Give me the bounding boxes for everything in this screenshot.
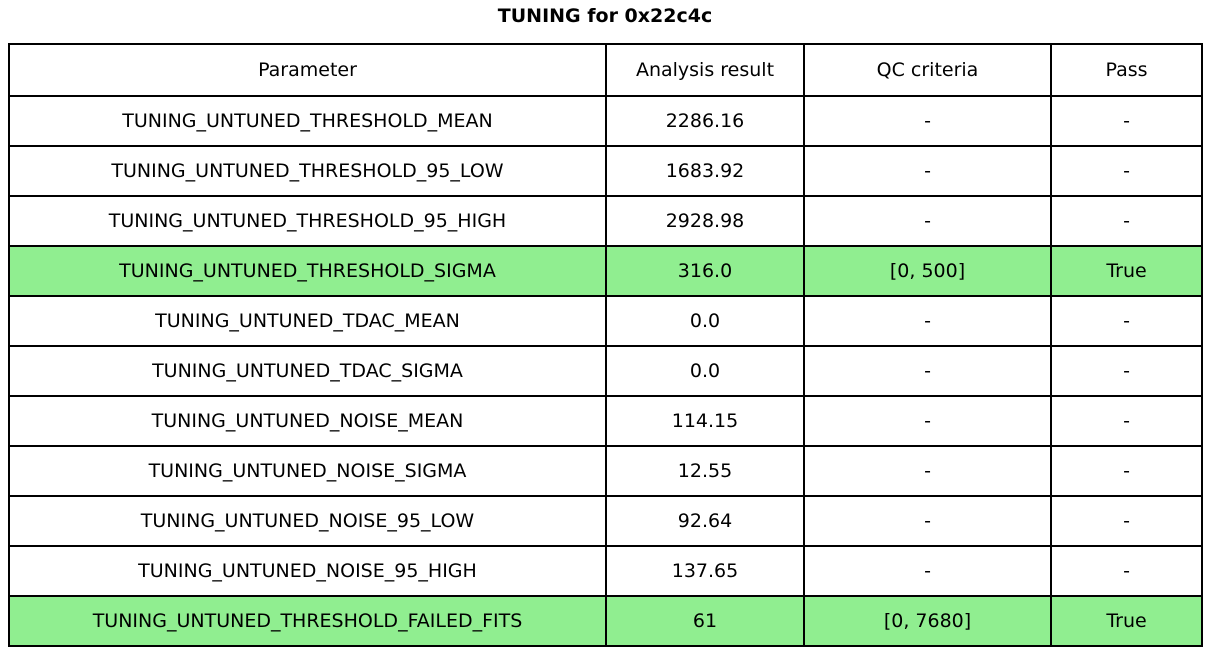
parameter-cell: TUNING_UNTUNED_NOISE_MEAN — [8, 395, 607, 447]
parameter-cell: TUNING_UNTUNED_TDAC_SIGMA — [8, 345, 607, 397]
analysis-result-cell: 92.64 — [605, 495, 805, 547]
qc-table: Parameter Analysis result QC criteria Pa… — [8, 43, 1203, 647]
pass-cell: - — [1050, 145, 1203, 197]
qc-criteria-cell: - — [803, 195, 1052, 247]
analysis-result-cell: 1683.92 — [605, 145, 805, 197]
pass-cell: - — [1050, 345, 1203, 397]
table-body: TUNING_UNTUNED_THRESHOLD_MEAN 2286.16- - TU… — [8, 95, 1203, 647]
qc-criteria-cell: - — [803, 395, 1052, 447]
qc-criteria-cell: - — [803, 95, 1052, 147]
analysis-result-cell: 2286.16 — [605, 95, 805, 147]
analysis-result-cell: 316.0 — [605, 245, 805, 297]
table-row: TUNING_UNTUNED_NOISE_95_LOW 92.64- - — [8, 495, 1203, 547]
pass-cell: True — [1050, 595, 1203, 647]
parameter-cell: TUNING_UNTUNED_THRESHOLD_MEAN — [8, 95, 607, 147]
pass-cell: - — [1050, 395, 1203, 447]
qc-criteria-cell: - — [803, 345, 1052, 397]
parameter-cell: TUNING_UNTUNED_TDAC_MEAN — [8, 295, 607, 347]
table-row: TUNING_UNTUNED_THRESHOLD_MEAN 2286.16- - — [8, 95, 1203, 147]
table-row: TUNING_UNTUNED_THRESHOLD_SIGMA 316.0 [0, 5… — [8, 245, 1203, 297]
analysis-result-cell: 114.15 — [605, 395, 805, 447]
pass-cell: True — [1050, 245, 1203, 297]
header-row: Parameter Analysis result QC criteria Pa… — [8, 43, 1203, 97]
qc-criteria-cell: - — [803, 445, 1052, 497]
parameter-cell: TUNING_UNTUNED_NOISE_SIGMA — [8, 445, 607, 497]
parameter-cell: TUNING_UNTUNED_NOISE_95_LOW — [8, 495, 607, 547]
qc-criteria-cell: [0, 500] — [803, 245, 1052, 297]
qc-criteria-cell: - — [803, 145, 1052, 197]
pass-cell: - — [1050, 95, 1203, 147]
col-header-pass: Pass — [1050, 43, 1203, 97]
parameter-cell: TUNING_UNTUNED_THRESHOLD_SIGMA — [8, 245, 607, 297]
pass-cell: - — [1050, 495, 1203, 547]
qc-criteria-cell: - — [803, 545, 1052, 597]
qc-criteria-cell: - — [803, 295, 1052, 347]
page-title: TUNING for 0x22c4c — [497, 5, 713, 27]
pass-cell: - — [1050, 545, 1203, 597]
analysis-result-cell: 61 — [605, 595, 805, 647]
analysis-result-cell: 137.65 — [605, 545, 805, 597]
analysis-result-cell: 12.55 — [605, 445, 805, 497]
table-row: TUNING_UNTUNED_NOISE_95_HIGH 137.65- - — [8, 545, 1203, 597]
table-row: TUNING_UNTUNED_THRESHOLD_FAILED_FITS 61 [0… — [8, 595, 1203, 647]
analysis-result-cell: 0.0 — [605, 295, 805, 347]
pass-cell: - — [1050, 195, 1203, 247]
qc-criteria-cell: - — [803, 495, 1052, 547]
parameter-cell: TUNING_UNTUNED_THRESHOLD_FAILED_FITS — [8, 595, 607, 647]
table-row: TUNING_UNTUNED_THRESHOLD_95_HIGH 2928.98-… — [8, 195, 1203, 247]
table-row: TUNING_UNTUNED_NOISE_MEAN 114.15- - — [8, 395, 1203, 447]
col-header-parameter: Parameter — [8, 43, 607, 97]
parameter-cell: TUNING_UNTUNED_THRESHOLD_95_LOW — [8, 145, 607, 197]
table-row: TUNING_UNTUNED_TDAC_MEAN 0.0- - — [8, 295, 1203, 347]
pass-cell: - — [1050, 445, 1203, 497]
analysis-result-cell: 0.0 — [605, 345, 805, 397]
table-row: TUNING_UNTUNED_THRESHOLD_95_LOW 1683.92- - — [8, 145, 1203, 197]
qc-criteria-cell: [0, 7680] — [803, 595, 1052, 647]
analysis-result-cell: 2928.98 — [605, 195, 805, 247]
col-header-analysis-result: Analysis result — [605, 43, 805, 97]
pass-cell: - — [1050, 295, 1203, 347]
parameter-cell: TUNING_UNTUNED_NOISE_95_HIGH — [8, 545, 607, 597]
col-header-qc-criteria: QC criteria — [803, 43, 1052, 97]
table-row: TUNING_UNTUNED_NOISE_SIGMA 12.55- - — [8, 445, 1203, 497]
parameter-cell: TUNING_UNTUNED_THRESHOLD_95_HIGH — [8, 195, 607, 247]
table-row: TUNING_UNTUNED_TDAC_SIGMA 0.0- - — [8, 345, 1203, 397]
